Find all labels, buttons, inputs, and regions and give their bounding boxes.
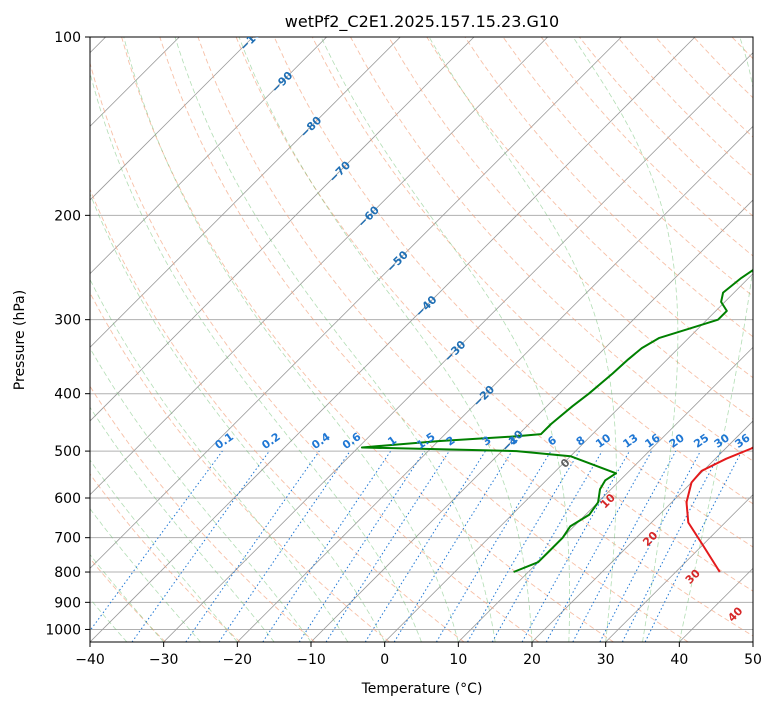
moist-adiabat: [90, 406, 275, 642]
moist-adiabat: [428, 37, 617, 642]
dry-adiabat: [426, 37, 753, 379]
mixing-ratio-line: [644, 450, 743, 642]
mixing-ratio-line: [545, 450, 653, 642]
dewpoint-line: [360, 268, 753, 573]
x-tick-label: 10: [449, 652, 467, 668]
mixing-ratio-line: [325, 450, 450, 642]
y-tick-label: 200: [54, 208, 81, 224]
y-tick-label: 900: [54, 595, 81, 611]
x-tick-label: −10: [296, 652, 326, 668]
dry-adiabat: [273, 37, 753, 548]
x-tick-label: −30: [149, 652, 179, 668]
dry-adiabat: [350, 37, 753, 462]
y-tick-label: 700: [54, 531, 81, 547]
isotherm-line: [90, 37, 622, 569]
y-tick-label: 400: [54, 387, 81, 403]
moist-adiabat: [90, 278, 349, 642]
y-axis-label: Pressure (hPa): [12, 290, 28, 390]
x-tick-label: 40: [670, 652, 688, 668]
plot-frame: [89, 36, 754, 643]
background-lines: [90, 37, 753, 642]
mixing-ratio-line: [521, 450, 630, 642]
moist-adiabat: [90, 459, 238, 642]
y-tick-label: 1000: [45, 622, 81, 638]
isotherm-line: [384, 273, 753, 642]
moist-adiabat: [174, 37, 496, 642]
dry-adiabat: [159, 37, 689, 642]
moist-adiabat: [238, 37, 533, 642]
x-tick-label: 0: [380, 652, 389, 668]
x-tick-label: 50: [744, 652, 762, 668]
moist-adiabat: [572, 37, 679, 642]
x-tick-label: −40: [75, 652, 105, 668]
dry-adiabat: [90, 291, 390, 642]
x-axis-label: Temperature (°C): [361, 681, 483, 697]
isotherm-line: [310, 199, 753, 642]
isotherm-line: [90, 37, 401, 348]
dry-adiabat: [235, 37, 753, 592]
y-tick-label: 300: [54, 313, 81, 329]
isotherm-line: [90, 37, 254, 201]
dry-adiabat: [502, 37, 753, 297]
isotherm-line: [90, 37, 475, 422]
x-tick-label: 30: [597, 652, 615, 668]
moist-adiabat: [90, 347, 312, 642]
isotherm-line: [90, 37, 696, 642]
y-tick-label: 100: [54, 30, 81, 46]
mixing-ratio-line: [393, 450, 513, 642]
mixing-ratio-line: [262, 450, 392, 642]
isotherm-line: [237, 125, 753, 642]
moist-adiabat: [678, 37, 753, 642]
dry-adiabat: [90, 473, 241, 642]
dry-adiabat: [90, 61, 540, 642]
moist-adiabat: [90, 192, 386, 642]
mixing-ratio-line: [90, 450, 223, 632]
dry-adiabat: [121, 37, 614, 642]
profile-series: [360, 268, 753, 573]
dry-adiabat: [90, 385, 315, 642]
isotherm-line: [90, 37, 548, 496]
chart-title: wetPf2_C2E1.2025.157.15.23.G10: [285, 12, 559, 32]
moist-adiabat: [123, 37, 459, 642]
x-tick-label: 20: [523, 652, 541, 668]
mixing-ratio-line: [185, 450, 320, 642]
moist-adiabat: [320, 37, 570, 642]
mixing-ratio-line: [131, 450, 270, 642]
x-axis-ticks: −40 −30 −20 −10 0 10 20 30 40 50: [75, 642, 762, 668]
y-tick-label: 600: [54, 491, 81, 507]
isotherm-line: [605, 494, 753, 642]
isotherm-line: [90, 37, 327, 275]
dry-adiabat: [90, 557, 166, 642]
isotherm-line: [531, 420, 753, 642]
mixing-ratio-line: [218, 450, 351, 642]
y-tick-label: 500: [54, 444, 81, 460]
temperature-line: [685, 446, 753, 573]
mixing-ratio-line: [298, 450, 425, 642]
y-axis-ticks: 100 200 300 400 500 600 700 800 900 1000: [45, 30, 90, 638]
dry-adiabat: [197, 37, 753, 637]
y-tick-label: 800: [54, 565, 81, 581]
x-tick-label: −20: [223, 652, 253, 668]
dry-adiabat: [90, 188, 465, 642]
mixing-ratio-line: [572, 450, 677, 642]
isotherm-line: [163, 52, 753, 642]
